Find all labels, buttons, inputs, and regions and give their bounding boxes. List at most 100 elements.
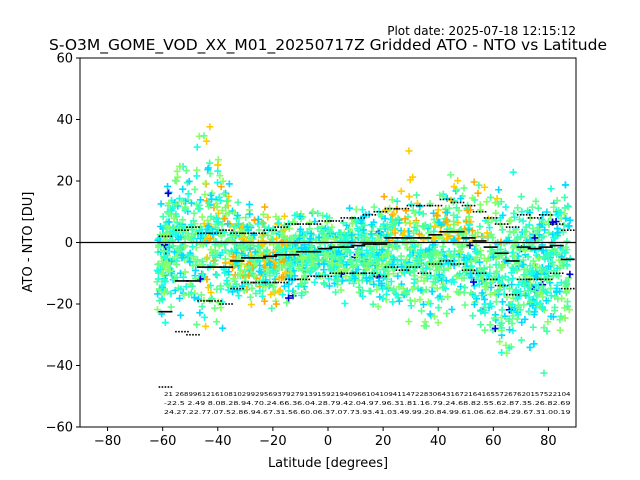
- std-lower-mark: [187, 330, 189, 333]
- std-lower-mark: [283, 281, 285, 284]
- data-point: [398, 263, 406, 271]
- data-point: [509, 264, 517, 272]
- std-lower-mark: [269, 281, 271, 284]
- std-lower-mark: [390, 266, 393, 268]
- data-point: [431, 278, 439, 286]
- data-point: [467, 289, 475, 297]
- std-upper-mark: [506, 223, 509, 225]
- std-upper-mark: [272, 229, 274, 231]
- data-point: [342, 266, 350, 274]
- std-lower-mark: [569, 287, 572, 290]
- data-point: [222, 210, 230, 218]
- std-lower-mark: [272, 281, 274, 284]
- data-point: [528, 270, 536, 278]
- data-point: [540, 324, 548, 332]
- std-lower-mark: [516, 278, 519, 281]
- data-point: [285, 294, 293, 302]
- std-lower-mark: [362, 272, 365, 275]
- data-point: [390, 264, 398, 272]
- std-upper-mark: [494, 223, 497, 225]
- data-point: [439, 283, 447, 291]
- data-point: [561, 181, 569, 189]
- std-lower-mark: [266, 281, 268, 284]
- std-upper-mark: [533, 217, 536, 219]
- std-upper-mark: [530, 217, 533, 219]
- data-point: [255, 226, 263, 234]
- data-point: [217, 304, 225, 312]
- std-upper-mark: [247, 232, 249, 235]
- data-point: [475, 181, 483, 189]
- data-point: [307, 230, 315, 238]
- data-point: [291, 239, 299, 247]
- data-point: [196, 309, 204, 317]
- data-point: [416, 259, 424, 267]
- std-lower-mark: [423, 272, 426, 275]
- data-point: [320, 260, 328, 268]
- std-upper-mark: [220, 232, 222, 235]
- std-upper-mark: [354, 217, 357, 219]
- data-point: [311, 264, 319, 272]
- data-point: [444, 221, 452, 229]
- data-point: [189, 217, 197, 225]
- data-point: [525, 293, 533, 301]
- std-lower-mark: [417, 272, 420, 275]
- data-point: [351, 275, 359, 283]
- data-point: [562, 278, 570, 286]
- data-point: [350, 263, 358, 271]
- data-point: [353, 261, 361, 269]
- data-point: [259, 210, 267, 218]
- std-lower-mark: [484, 272, 487, 275]
- std-upper-mark: [450, 201, 453, 204]
- data-point: [476, 258, 484, 266]
- data-point: [216, 172, 224, 180]
- data-point: [435, 304, 443, 312]
- std-lower-mark: [420, 272, 423, 275]
- data-point: [477, 307, 485, 315]
- data-point: [361, 259, 369, 267]
- data-point: [543, 327, 551, 335]
- data-point: [205, 199, 213, 207]
- std-lower-mark: [555, 272, 558, 275]
- data-point: [487, 193, 495, 201]
- data-point: [549, 230, 557, 238]
- data-point: [153, 305, 161, 313]
- data-point: [184, 251, 192, 259]
- data-point: [311, 278, 319, 286]
- std-lower-mark: [297, 278, 299, 281]
- data-point: [177, 311, 185, 319]
- data-point: [379, 252, 387, 260]
- data-point: [505, 315, 513, 323]
- data-point: [454, 219, 462, 227]
- data-point: [369, 300, 377, 308]
- std-upper-mark: [483, 217, 486, 219]
- data-point: [462, 262, 470, 270]
- data-point: [497, 238, 505, 246]
- stats-annotation-row: 21 2689961216108102992956937927913915921…: [164, 392, 571, 398]
- data-point: [184, 190, 192, 198]
- std-lower-mark: [341, 272, 344, 275]
- std-upper-mark: [178, 229, 180, 231]
- std-upper-mark: [206, 232, 208, 235]
- data-point: [243, 223, 251, 231]
- chart-title: S-O3M_GOME_VOD_XX_M01_20250717Z Gridded …: [49, 36, 607, 55]
- std-upper-mark: [318, 220, 321, 222]
- std-lower-mark: [517, 293, 520, 296]
- data-point: [306, 225, 314, 233]
- x-axis-label: Latitude [degrees]: [268, 456, 388, 471]
- data-point: [279, 291, 287, 299]
- data-point: [412, 219, 420, 227]
- std-upper-mark: [286, 226, 288, 228]
- std-upper-mark: [470, 204, 473, 207]
- data-point: [508, 269, 516, 277]
- data-point: [233, 286, 241, 294]
- std-upper-mark: [264, 232, 266, 235]
- data-point: [328, 223, 336, 231]
- data-point: [518, 318, 526, 326]
- data-point: [518, 208, 526, 216]
- data-point: [201, 179, 209, 187]
- data-point: [483, 198, 491, 206]
- data-point: [476, 223, 484, 231]
- data-point: [470, 178, 478, 186]
- data-point: [526, 343, 534, 351]
- std-lower-mark: [478, 272, 481, 275]
